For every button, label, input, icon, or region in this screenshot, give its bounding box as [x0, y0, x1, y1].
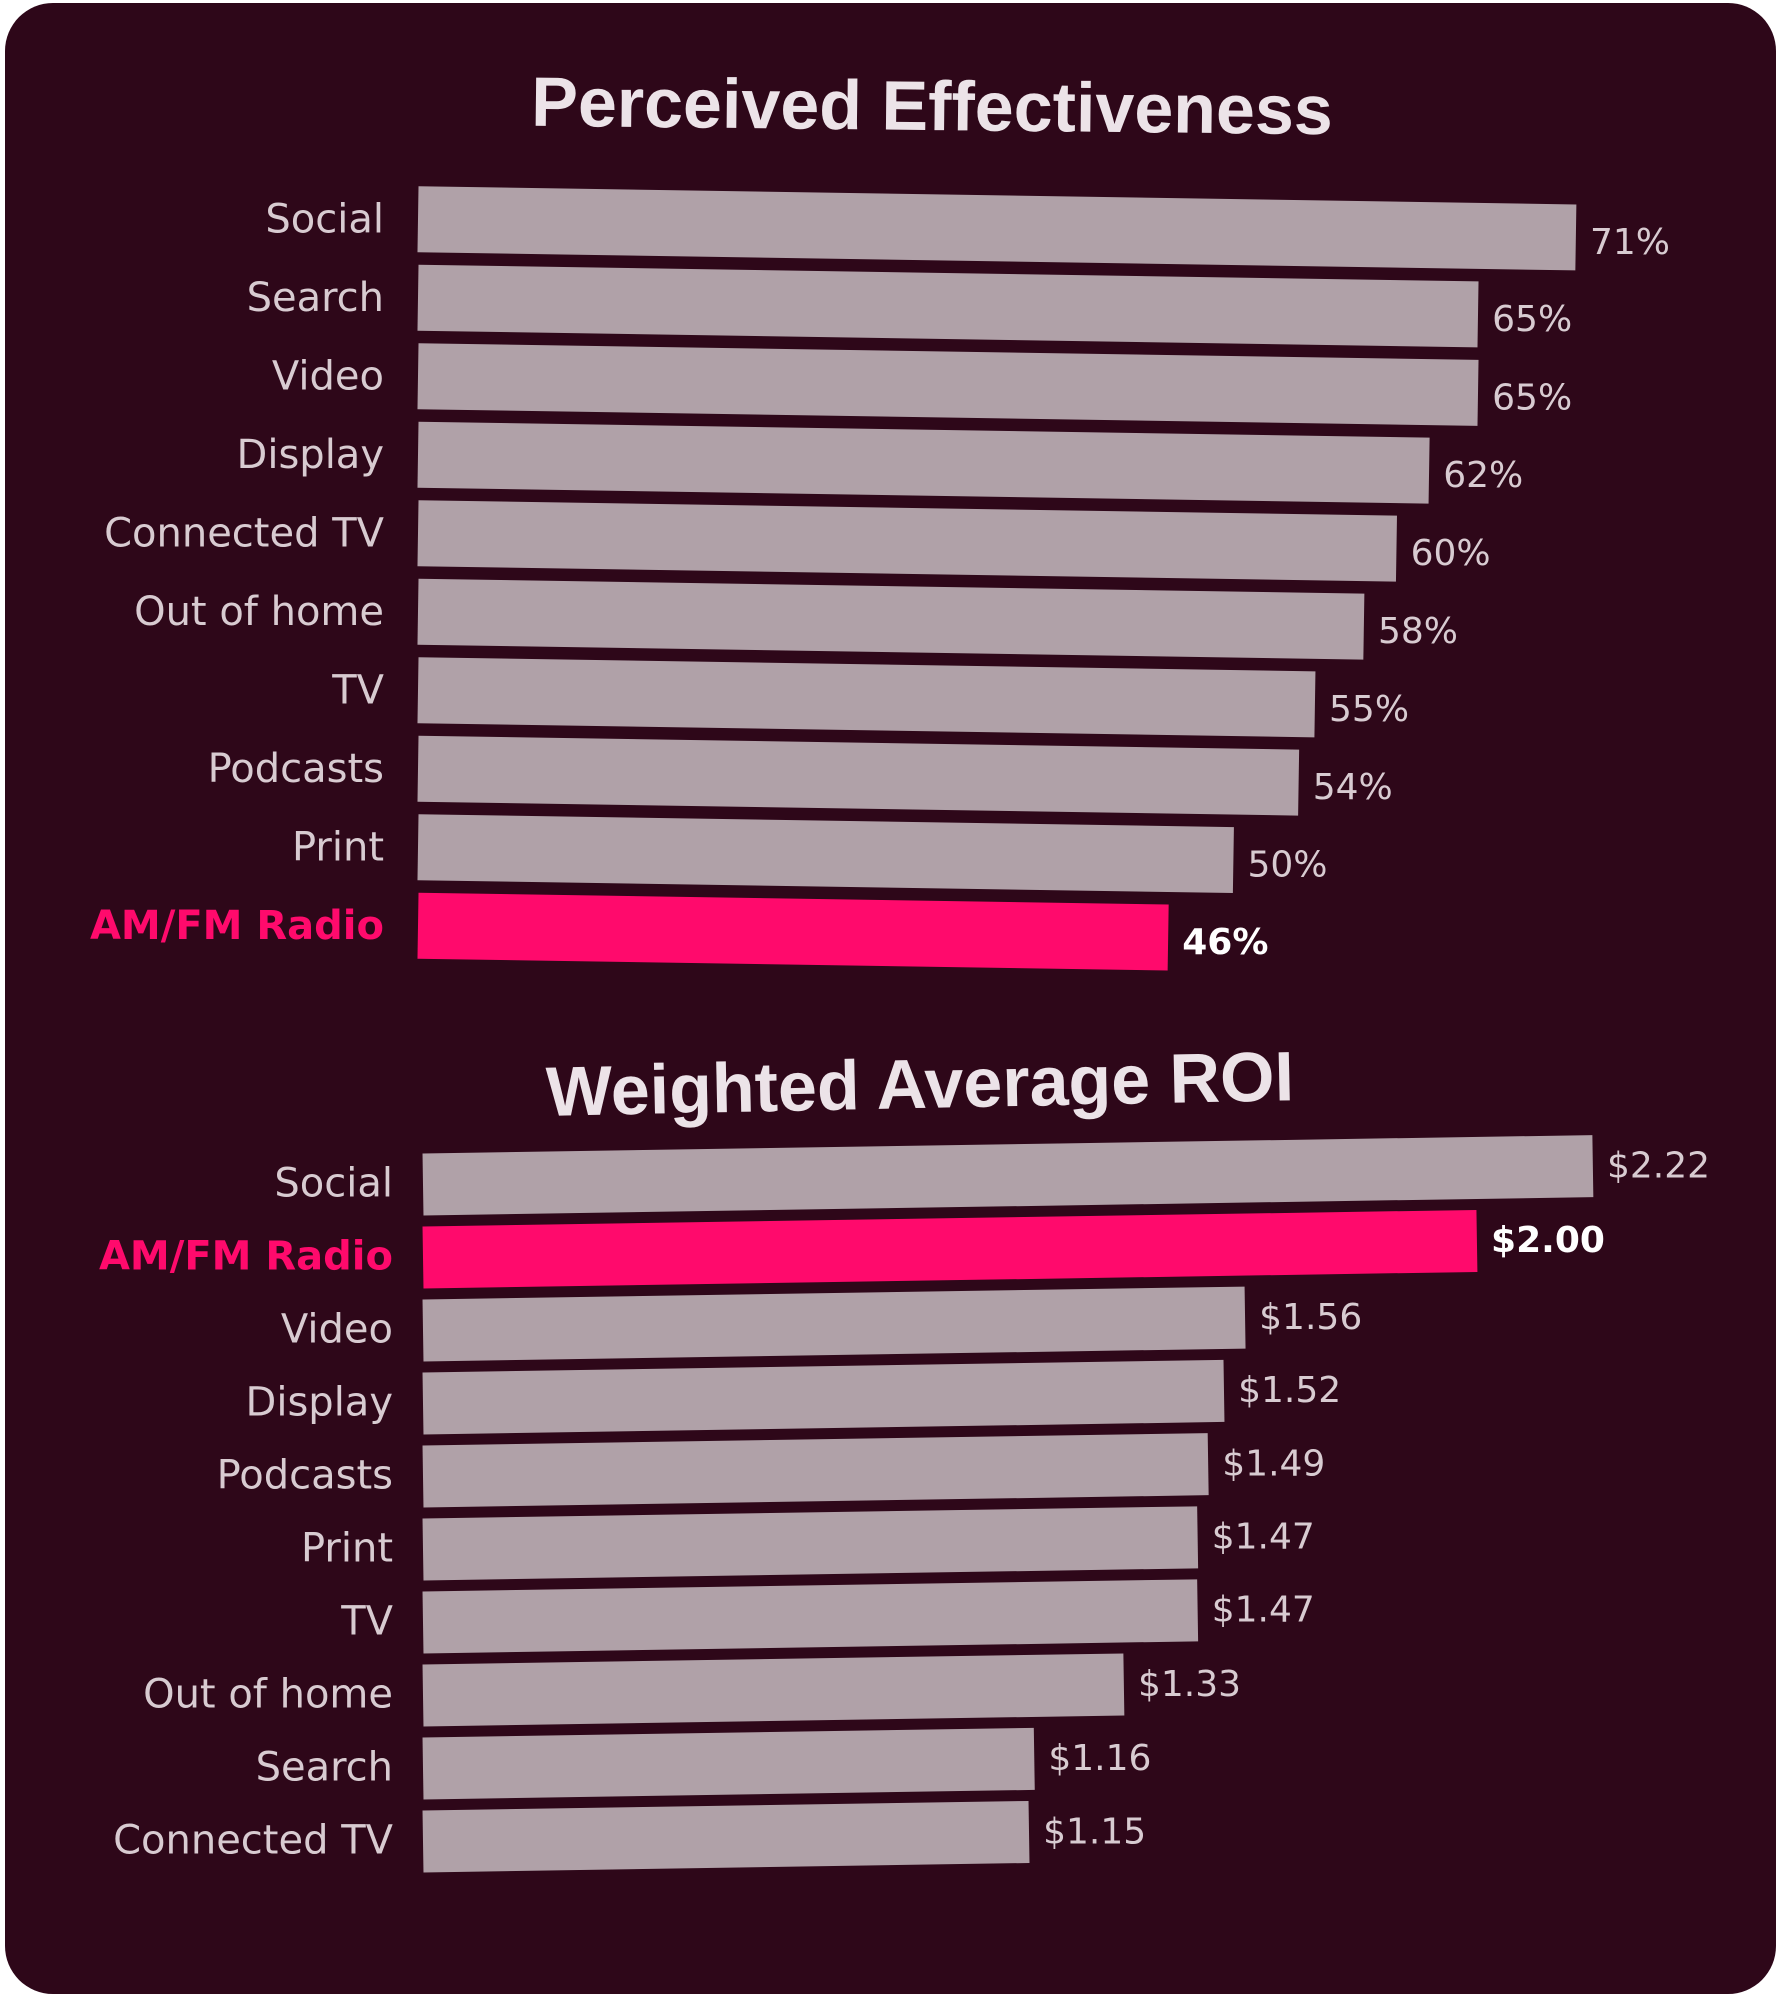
value-label-display: 62%	[1443, 455, 1523, 496]
value-label-social: 71%	[1590, 222, 1670, 263]
bar-print	[417, 814, 1234, 894]
category-label-am-fm-radio: AM/FM Radio	[99, 1233, 393, 1279]
value-label-display: $1.52	[1238, 1370, 1341, 1411]
value-label-video: 65%	[1492, 378, 1572, 419]
bar-search	[417, 264, 1479, 348]
category-label-search: Search	[247, 275, 384, 321]
bar-video	[422, 1286, 1246, 1362]
bar-social	[422, 1135, 1594, 1216]
bar-out-of-home	[422, 1653, 1125, 1727]
category-label-display: Display	[237, 432, 384, 478]
value-label-podcasts: $1.49	[1222, 1443, 1325, 1484]
category-label-social: Social	[265, 196, 384, 242]
category-label-connected-tv: Connected TV	[104, 510, 385, 556]
category-label-social: Social	[274, 1160, 393, 1206]
bar-out-of-home	[417, 578, 1365, 660]
bar-am-fm-radio	[422, 1209, 1478, 1289]
category-label-connected-tv: Connected TV	[113, 1817, 394, 1863]
value-label-print: $1.47	[1212, 1517, 1315, 1558]
category-label-podcasts: Podcasts	[217, 1452, 393, 1498]
bar-tv	[422, 1579, 1199, 1654]
bar-video	[417, 343, 1479, 426]
category-label-podcasts: Podcasts	[208, 746, 384, 792]
category-label-print: Print	[292, 824, 384, 870]
category-label-tv: TV	[331, 667, 384, 713]
bar-podcasts	[422, 1433, 1209, 1508]
bar-podcasts	[417, 735, 1300, 816]
value-label-print: 50%	[1247, 845, 1327, 886]
roi-bars: Social $2.22 AM/FM Radio $2.00 Video $1.56 Dis…	[99, 1135, 1710, 1873]
bar-print	[422, 1506, 1199, 1581]
value-label-social: $2.22	[1607, 1145, 1710, 1186]
bar-display	[417, 421, 1430, 504]
value-label-out-of-home: $1.33	[1138, 1664, 1241, 1705]
bar-display	[422, 1359, 1225, 1435]
value-label-search: 65%	[1492, 299, 1572, 340]
category-label-tv: TV	[340, 1598, 393, 1644]
category-label-video: Video	[272, 353, 384, 399]
bar-search	[422, 1727, 1035, 1800]
value-label-tv: 55%	[1329, 689, 1409, 730]
category-label-print: Print	[301, 1525, 393, 1571]
category-label-out-of-home: Out of home	[134, 589, 384, 635]
value-label-connected-tv: 60%	[1411, 533, 1491, 574]
value-label-out-of-home: 58%	[1378, 611, 1458, 652]
value-label-video: $1.56	[1259, 1297, 1362, 1338]
category-label-out-of-home: Out of home	[143, 1671, 393, 1717]
chart-title-effectiveness: Perceived Effectiveness	[531, 63, 1333, 149]
value-label-podcasts: 54%	[1313, 767, 1393, 808]
bar-connected-tv	[422, 1800, 1030, 1873]
value-label-am-fm-radio: $2.00	[1491, 1220, 1605, 1261]
value-label-search: $1.16	[1048, 1738, 1151, 1779]
chart-title-roi: Weighted Average ROI	[545, 1037, 1295, 1131]
bar-tv	[417, 657, 1316, 738]
category-label-display: Display	[246, 1379, 393, 1425]
bar-connected-tv	[417, 500, 1397, 582]
category-label-search: Search	[256, 1744, 393, 1790]
effectiveness-bars: Social 71% Search 65% Video 65% Display 62% Conn…	[90, 186, 1670, 971]
value-label-connected-tv: $1.15	[1043, 1811, 1146, 1852]
value-label-am-fm-radio: 46%	[1182, 922, 1268, 963]
category-label-video: Video	[281, 1306, 393, 1352]
bar-am-fm-radio	[417, 892, 1169, 971]
bar-social	[417, 186, 1577, 271]
value-label-tv: $1.47	[1212, 1590, 1315, 1631]
category-label-am-fm-radio: AM/FM Radio	[90, 903, 384, 949]
